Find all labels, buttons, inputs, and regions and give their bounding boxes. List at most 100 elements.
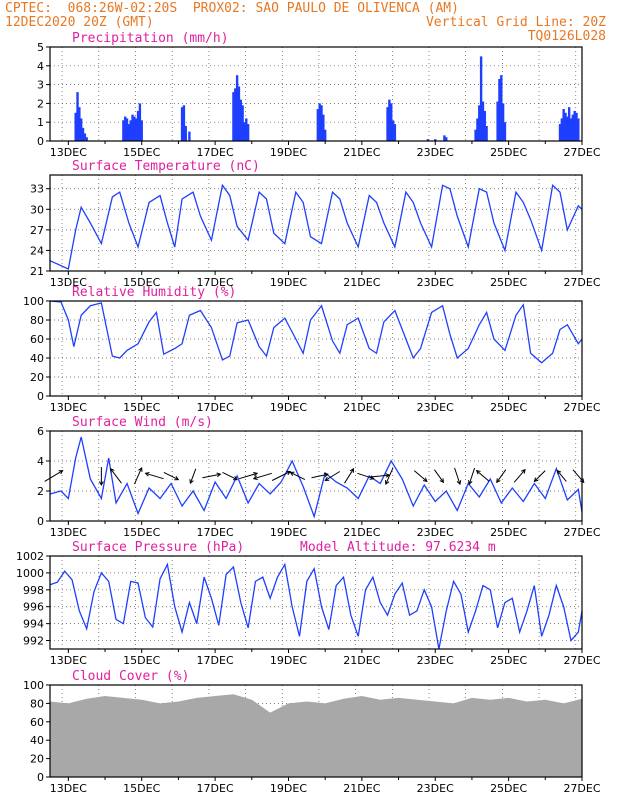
header-grid-line: Vertical Grid Line: 20Z [425, 15, 606, 30]
x-tick-label: 17DEC [197, 146, 234, 159]
y-tick-label: 4 [37, 455, 44, 468]
y-tick-label: 30 [30, 203, 44, 216]
precip-bar [133, 116, 136, 141]
y-tick-label: 21 [30, 265, 44, 278]
wind-arrow [533, 470, 546, 483]
precip-bar [558, 124, 562, 141]
header-model-code: TQ0126L028 [527, 29, 606, 44]
wind-arrow [454, 467, 462, 486]
precip-bar [81, 127, 85, 141]
x-tick-label: 17DEC [197, 526, 234, 539]
precip-bar [573, 110, 576, 141]
precip-bar [479, 56, 483, 141]
precip-bar [122, 120, 125, 141]
precip-bar [390, 103, 393, 141]
precip-bar [498, 78, 501, 141]
wind-arrow [384, 467, 394, 486]
panel-2 [46, 174, 583, 275]
wind-arrow [222, 471, 238, 481]
panel-title: Surface Temperature (nC) [72, 159, 260, 174]
y-tick-label: 20 [30, 753, 44, 766]
wind-arrow [110, 467, 122, 484]
x-tick-label: 13DEC [50, 782, 87, 795]
x-tick-label: 15DEC [123, 401, 160, 414]
x-tick-label: 27DEC [563, 782, 600, 795]
panel-5 [46, 555, 583, 653]
x-tick-label: 19DEC [270, 146, 307, 159]
x-tick-label: 13DEC [50, 401, 87, 414]
precip-bar [237, 86, 241, 141]
panel-title: Surface Pressure (hPa) [72, 540, 244, 555]
panel-annotation: Model Altitude: 97.6234 m [300, 540, 496, 555]
precip-bar [474, 129, 477, 141]
wind-arrow [413, 470, 428, 483]
precip-bar [318, 103, 321, 141]
x-tick-label: 23DEC [417, 276, 454, 289]
precip-bar [188, 131, 191, 141]
x-tick-label: 13DEC [50, 146, 87, 159]
x-tick-label: 17DEC [197, 401, 234, 414]
precip-bar [443, 135, 446, 141]
y-tick-label: 0 [37, 771, 44, 784]
precip-bar [434, 139, 437, 141]
wind-arrow [189, 468, 197, 485]
wind-arrow [271, 470, 292, 481]
precip-bar [388, 99, 391, 141]
precip-bar [426, 139, 430, 141]
precip-bar [124, 116, 127, 141]
precip-bar [78, 107, 81, 141]
precip-bar [500, 75, 503, 141]
precip-bar [485, 125, 488, 141]
y-tick-label: 100 [23, 295, 44, 308]
x-tick-label: 25DEC [490, 276, 527, 289]
x-tick-label: 13DEC [50, 526, 87, 539]
x-tick-label: 27DEC [563, 401, 600, 414]
x-tick-label: 15DEC [123, 526, 160, 539]
y-tick-label: 1000 [16, 567, 44, 580]
y-tick-label: 6 [37, 425, 44, 438]
x-tick-label: 23DEC [417, 401, 454, 414]
y-tick-label: 1 [37, 116, 44, 129]
x-tick-label: 23DEC [417, 782, 454, 795]
x-tick-label: 25DEC [490, 782, 527, 795]
y-tick-label: 33 [30, 183, 44, 196]
header-datetime: 12DEC2020 20Z (GMT) [5, 15, 154, 30]
precip-bar [74, 112, 77, 141]
precip-bar [135, 118, 138, 141]
precip-bar [564, 112, 567, 141]
y-tick-label: 80 [30, 314, 44, 327]
precip-bar [569, 118, 573, 141]
precip-bar [501, 103, 505, 141]
wind-arrow [513, 468, 526, 483]
precip-bar [129, 120, 132, 141]
x-tick-label: 17DEC [197, 654, 234, 667]
x-tick-label: 27DEC [563, 276, 600, 289]
panel-4 [44, 430, 585, 525]
wind-arrow [344, 467, 355, 484]
x-tick-label: 15DEC [123, 276, 160, 289]
precip-bar [393, 124, 397, 141]
panel-frame [49, 684, 583, 778]
precip-bar [562, 109, 565, 141]
wind-arrow [496, 469, 507, 484]
x-tick-label: 25DEC [490, 146, 527, 159]
wind-arrow [44, 470, 64, 482]
precip-bar [239, 99, 242, 141]
y-tick-label: 996 [23, 601, 44, 614]
wind-arrow [252, 472, 272, 481]
precip-bar [243, 122, 246, 141]
precip-bar [481, 101, 485, 141]
precip-bar [391, 120, 395, 141]
y-tick-label: 100 [23, 679, 44, 692]
header-line1: CPTEC: 068:26W-02:20S PROX02: SAO PAULO … [5, 1, 459, 16]
y-tick-label: 60 [30, 716, 44, 729]
precip-bar [76, 92, 79, 141]
precip-bar [125, 118, 129, 141]
panel-frame [49, 555, 583, 650]
x-tick-label: 19DEC [270, 654, 307, 667]
y-tick-label: 20 [30, 371, 44, 384]
wind-arrow [324, 471, 340, 482]
x-tick-label: 23DEC [417, 654, 454, 667]
x-tick-label: 27DEC [563, 654, 600, 667]
series-line [49, 562, 583, 650]
